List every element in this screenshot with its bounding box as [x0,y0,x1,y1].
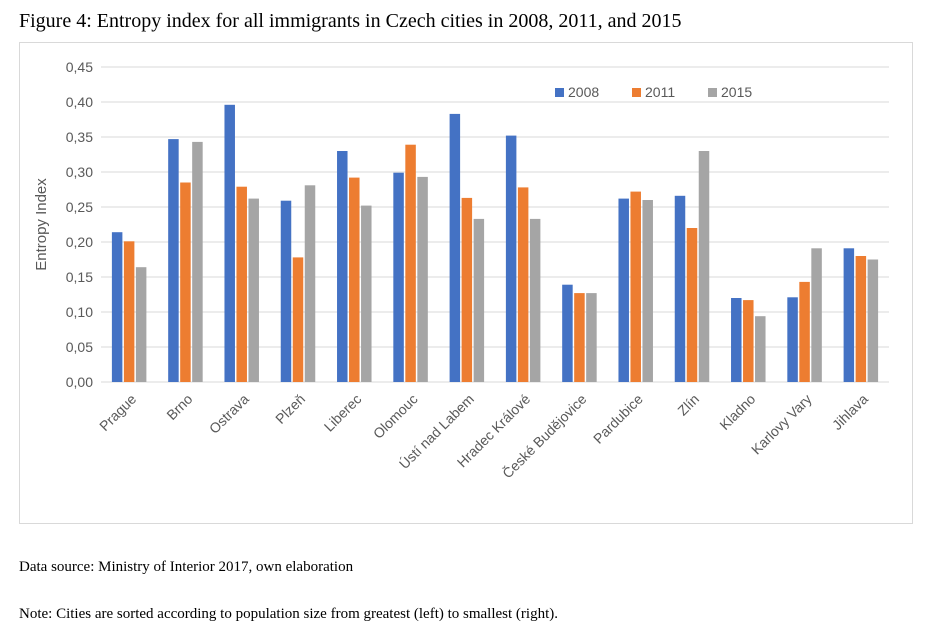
bar-2015-11 [755,316,766,382]
y-tick-label: 0,25 [66,199,93,215]
bar-2011-10 [686,228,698,382]
bar-2015-7 [529,218,541,382]
y-tick-label: 0,45 [66,59,93,75]
entropy-bar-chart: 0,00 0,05 0,10 0,15 0,20 0,25 0,30 0,35 0,40 0,45… [33,59,889,481]
bar-2008-0 [111,232,123,382]
y-axis-label: Entropy Index [33,178,50,271]
legend-label-2008: 2008 [568,84,599,100]
x-category-label: Brno [163,391,195,423]
bar-2015-13 [867,259,879,382]
bar-2015-3 [304,185,316,382]
bar-2011-11 [743,300,754,382]
bar-2011-7 [517,187,529,382]
x-category-label: Liberec [321,391,365,435]
legend-label-2015: 2015 [721,84,752,100]
legend-swatch-2015 [708,88,717,97]
bar-2015-6 [473,218,485,382]
bar-2015-10 [698,151,710,382]
x-category-label: Plzeň [272,391,308,427]
x-category-label: Pardubice [590,391,646,447]
legend-swatch-2008 [555,88,564,97]
bar-2015-9 [642,200,653,382]
bar-2011-3 [292,257,304,382]
sorting-note: Note: Cities are sorted according to pop… [19,606,559,622]
x-category-label: Zlín [674,391,702,419]
x-category-label: Olomouc [370,391,421,442]
y-tick-label: 0,15 [66,269,93,285]
bar-2011-5 [405,144,416,382]
bar-2008-5 [393,172,404,382]
bar-2008-3 [280,200,292,382]
bar-2008-13 [843,248,855,382]
bar-2015-5 [417,176,428,382]
bar-2008-6 [449,113,461,383]
y-tick-label: 0,35 [66,129,93,145]
x-category-label: Kladno [716,391,758,433]
y-tick-label: 0,30 [66,164,93,180]
bar-2008-2 [224,104,235,383]
bar-2008-9 [618,198,629,382]
bar-2008-8 [562,284,573,382]
bar-2015-4 [361,205,372,382]
bar-2015-12 [811,248,822,382]
x-category-label: Jihlava [829,391,871,433]
figure-title: Figure 4: Entropy index for all immigran… [19,10,682,32]
bar-2008-7 [505,135,517,382]
y-tick-label: 0,05 [66,339,93,355]
bar-2008-1 [168,139,179,382]
bar-2015-0 [135,267,147,382]
bar-2008-11 [731,298,742,382]
y-tick-label: 0,40 [66,94,93,110]
y-tick-label: 0,10 [66,304,93,320]
bar-2008-10 [674,195,686,382]
bar-2011-4 [349,177,360,382]
bar-2015-1 [192,141,203,382]
x-category-label: Ostrava [206,391,252,437]
legend-swatch-2011 [632,88,641,97]
bar-2011-0 [123,241,135,382]
bar-2011-9 [630,191,641,382]
bar-2011-1 [180,182,191,382]
bar-2011-2 [236,186,247,382]
bar-2011-8 [574,293,585,382]
y-tick-label: 0,00 [66,374,93,390]
bar-2008-4 [337,151,348,382]
legend-label-2011: 2011 [645,84,675,100]
bar-2015-8 [586,293,597,382]
x-category-label: Prague [96,391,139,434]
bar-2011-13 [855,256,867,382]
x-category-label: Karlovy Vary [748,391,815,458]
bar-2011-12 [799,281,810,382]
bar-2011-6 [461,197,473,382]
data-source-note: Data source: Ministry of Interior 2017, … [19,559,354,575]
bar-2008-12 [787,297,798,382]
y-tick-label: 0,20 [66,234,93,250]
bar-2015-2 [248,198,259,382]
